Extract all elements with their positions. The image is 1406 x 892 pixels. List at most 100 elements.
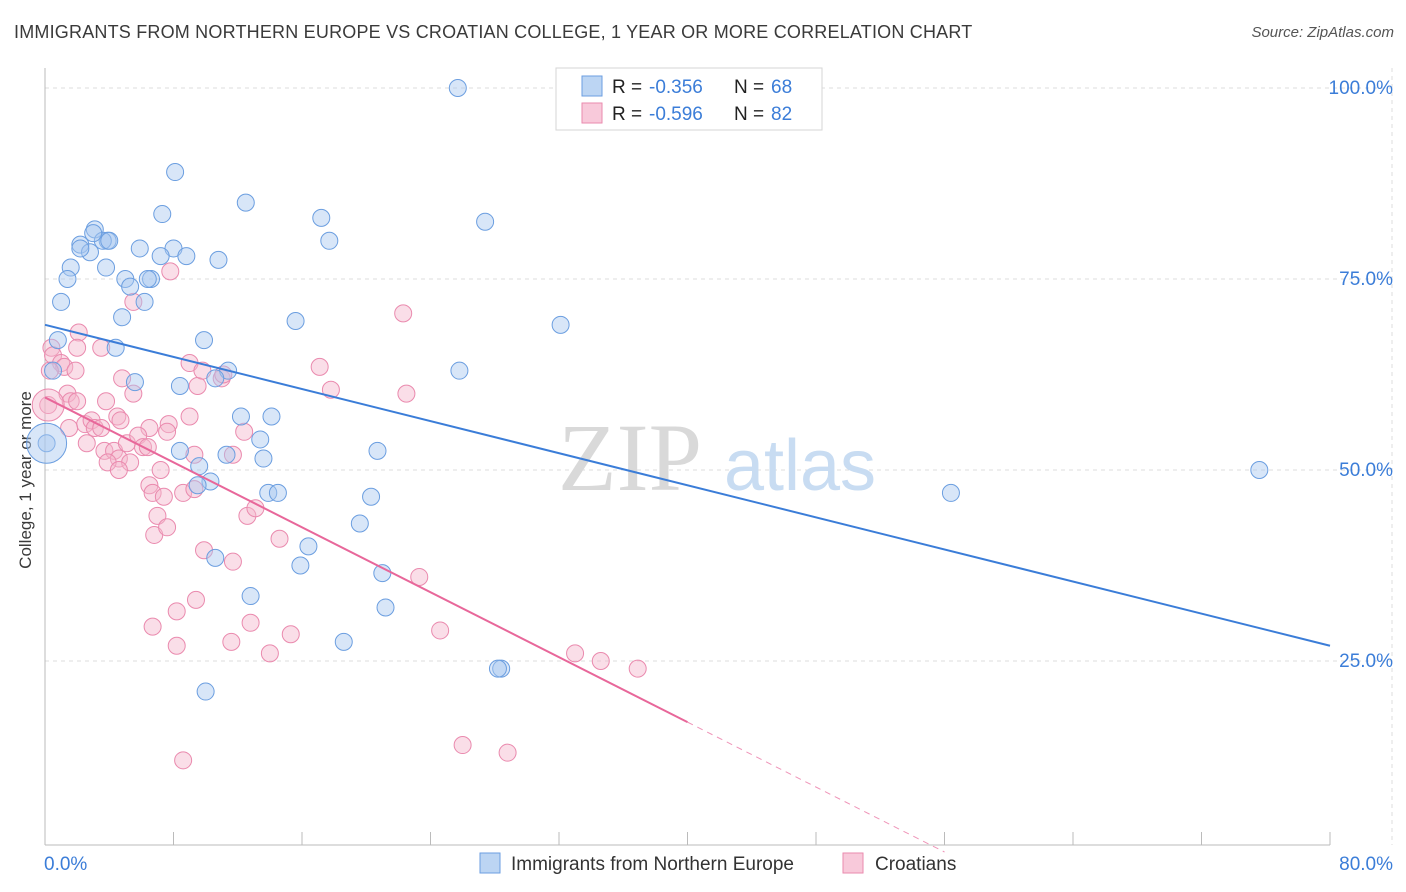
data-point-croatians	[241, 613, 260, 632]
series-northern-europe-points	[26, 79, 1269, 701]
data-point-croatians	[151, 461, 170, 479]
legend-swatch-blue	[581, 75, 603, 97]
data-point-croatians	[235, 422, 254, 441]
legend: R = -0.356 N = 68 R = -0.596 N = 82	[555, 67, 823, 131]
trend-line-croatians	[44, 396, 688, 724]
bottom-legend-swatch-blue	[479, 852, 501, 874]
data-point-croatians	[111, 411, 130, 430]
data-point-croatians	[174, 483, 193, 502]
chart-title: IMMIGRANTS FROM NORTHERN EUROPE VS CROAT…	[14, 22, 973, 42]
source-label: Source: ZipAtlas.com	[1251, 24, 1394, 41]
data-point-northern-europe	[251, 430, 270, 449]
data-point-croatians	[174, 751, 193, 770]
data-point-northern-europe	[71, 239, 90, 258]
data-point-northern-europe	[84, 224, 103, 243]
bottom-legend-swatch-pink	[842, 852, 864, 874]
data-point-northern-europe	[268, 483, 287, 502]
data-point-croatians	[154, 487, 173, 506]
data-point-northern-europe	[125, 373, 144, 392]
data-point-northern-europe	[450, 361, 469, 380]
data-point-northern-europe	[166, 163, 185, 182]
data-point-northern-europe	[48, 331, 67, 350]
data-point-northern-europe	[241, 587, 260, 606]
data-point-croatians	[167, 636, 186, 655]
data-point-northern-europe	[121, 277, 140, 296]
data-point-northern-europe	[26, 422, 68, 464]
data-point-croatians	[60, 418, 79, 437]
data-point-northern-europe	[37, 434, 56, 453]
data-point-northern-europe	[206, 548, 225, 567]
data-point-northern-europe	[312, 208, 331, 227]
y-tick-label: 100.0%	[1329, 78, 1394, 99]
data-point-croatians	[31, 388, 65, 422]
bottom-legend-label-blue: Immigrants from Northern Europe	[511, 854, 794, 875]
gridlines	[45, 68, 1393, 845]
data-point-croatians	[77, 434, 96, 453]
data-point-croatians	[68, 338, 87, 357]
data-point-northern-europe	[61, 258, 80, 277]
data-point-croatians	[143, 617, 162, 636]
data-point-croatians	[42, 338, 61, 357]
data-point-croatians	[158, 422, 177, 441]
legend-r-label-2: R =	[612, 104, 642, 125]
legend-r-value-1: -0.356	[649, 77, 703, 98]
data-point-northern-europe	[177, 247, 196, 266]
data-point-croatians	[223, 445, 242, 464]
data-point-croatians	[628, 659, 647, 678]
data-point-northern-europe	[236, 193, 255, 212]
data-point-northern-europe	[44, 361, 63, 380]
data-point-croatians	[397, 384, 416, 403]
data-point-northern-europe	[350, 514, 369, 533]
data-point-croatians	[158, 518, 177, 537]
data-point-croatians	[97, 392, 116, 411]
watermark-zip: ZIP	[558, 404, 702, 511]
data-point-northern-europe	[488, 659, 507, 678]
x-tick-labels: 0.0% 80.0%	[44, 854, 1393, 875]
legend-r-label-1: R =	[612, 77, 642, 98]
legend-n-label-2: N =	[734, 104, 764, 125]
data-point-croatians	[66, 361, 85, 380]
data-point-northern-europe	[100, 231, 119, 250]
legend-n-value-1: 68	[771, 77, 792, 98]
data-point-northern-europe	[448, 79, 467, 97]
data-point-northern-europe	[170, 441, 189, 460]
data-point-croatians	[270, 529, 289, 548]
data-point-northern-europe	[113, 308, 132, 327]
data-point-croatians	[185, 445, 204, 464]
bottom-legend-label-pink: Croatians	[875, 854, 956, 875]
data-point-northern-europe	[291, 556, 310, 575]
data-point-croatians	[124, 384, 143, 403]
data-point-northern-europe	[71, 235, 90, 254]
data-point-northern-europe	[262, 407, 281, 426]
legend-n-label-1: N =	[734, 77, 764, 98]
data-point-croatians	[260, 644, 279, 663]
data-point-northern-europe	[153, 205, 172, 224]
watermark-atlas: atlas	[724, 426, 876, 506]
data-point-croatians	[188, 376, 207, 395]
data-point-northern-europe	[97, 258, 116, 277]
data-point-croatians	[159, 415, 178, 434]
data-point-northern-europe	[259, 483, 278, 502]
data-point-northern-europe	[188, 476, 207, 495]
data-point-northern-europe	[941, 483, 960, 502]
data-point-croatians	[222, 632, 241, 651]
data-point-northern-europe	[286, 312, 305, 331]
data-point-northern-europe	[362, 487, 381, 506]
data-point-northern-europe	[209, 250, 228, 269]
data-point-croatians	[148, 506, 167, 525]
legend-r-value-2: -0.596	[649, 104, 703, 125]
data-point-northern-europe	[138, 270, 157, 288]
x-tick-label: 80.0%	[1339, 854, 1393, 875]
data-point-croatians	[143, 483, 162, 502]
y-tick-label: 25.0%	[1339, 651, 1393, 672]
data-point-northern-europe	[551, 315, 570, 334]
data-point-northern-europe	[80, 243, 99, 262]
legend-n-value-2: 82	[771, 104, 792, 125]
data-point-croatians	[223, 552, 242, 571]
data-point-croatians	[321, 380, 340, 399]
data-point-northern-europe	[254, 449, 273, 468]
data-point-croatians	[180, 407, 199, 426]
data-point-northern-europe	[135, 292, 154, 311]
y-tick-label: 50.0%	[1339, 460, 1393, 481]
